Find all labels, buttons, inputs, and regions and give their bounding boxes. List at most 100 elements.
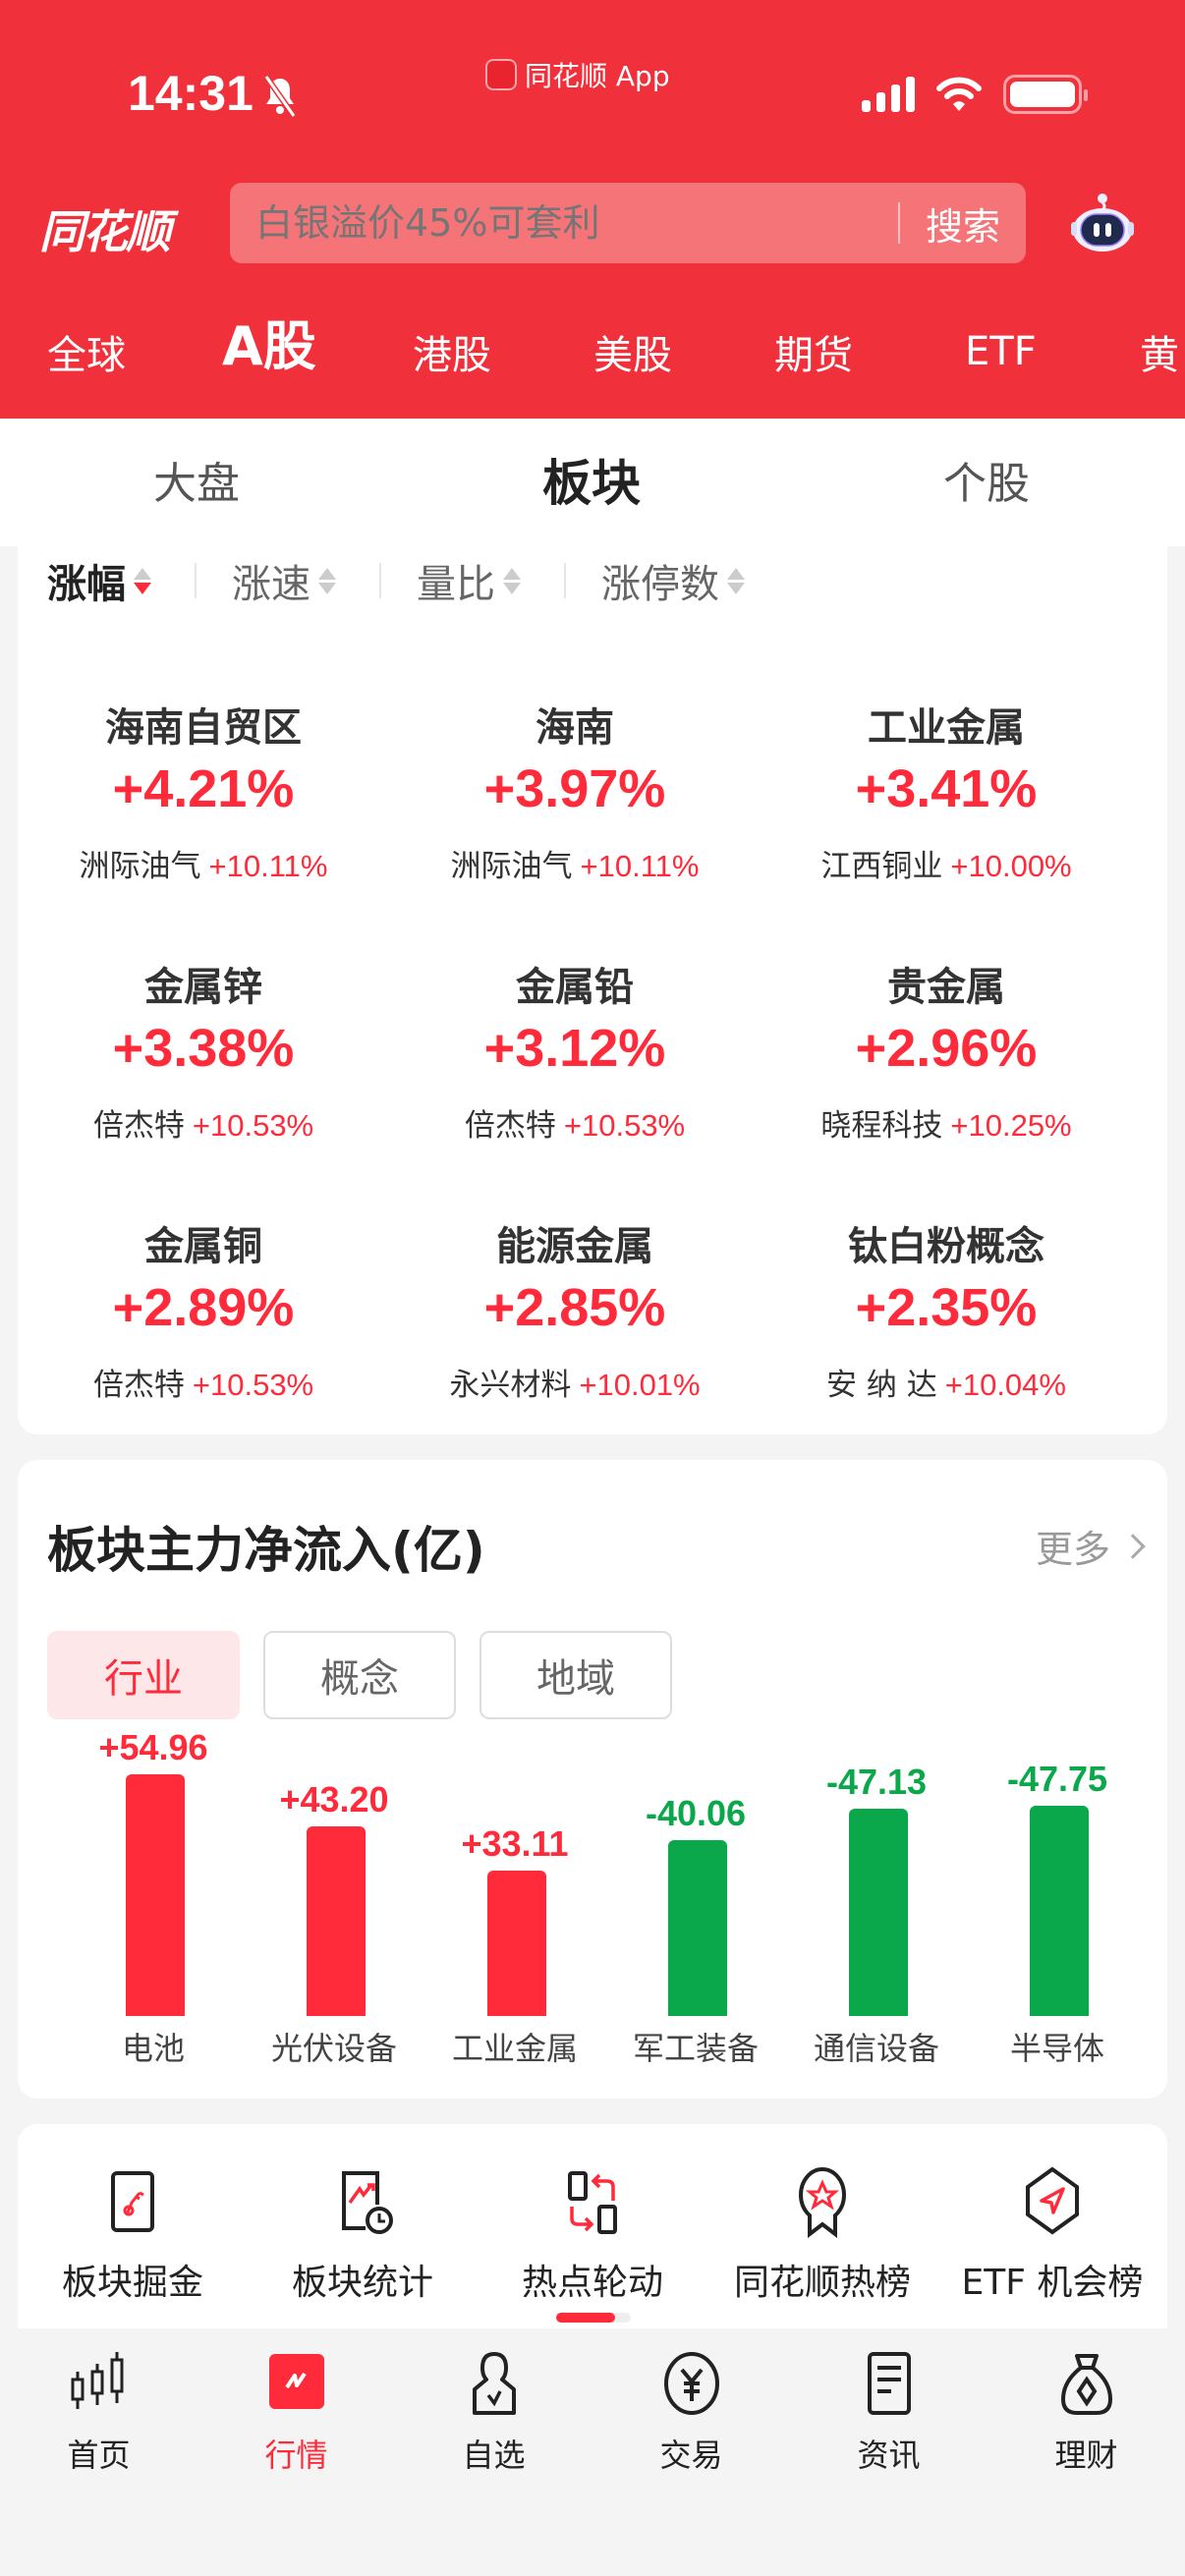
tab-market[interactable]: 行情 bbox=[198, 2328, 395, 2576]
flow-tab-region[interactable]: 地域 bbox=[480, 1631, 672, 1719]
app-header: 14:31 同花顺 App 同花顺 搜索 bbox=[0, 0, 1185, 419]
market-chart-icon bbox=[268, 2354, 324, 2409]
back-to-app[interactable]: 同花顺 App bbox=[485, 55, 670, 94]
sector-item[interactable]: 工业金属 +3.41% 江西铜业 +10.00% bbox=[761, 684, 1132, 943]
bar-column[interactable]: +43.20 光伏设备 bbox=[246, 1735, 423, 2099]
bar-category-label: 军工装备 bbox=[632, 2030, 759, 2067]
search-input[interactable] bbox=[230, 201, 898, 245]
sector-item[interactable]: 贵金属 +2.96% 晓程科技 +10.25% bbox=[761, 943, 1132, 1203]
sector-item[interactable]: 能源金属 +2.85% 永兴材料 +10.01% bbox=[389, 1203, 761, 1462]
sector-leader: 晓程科技 +10.25% bbox=[820, 1108, 1072, 1144]
sort-icon bbox=[318, 567, 336, 594]
sector-item[interactable]: 海南自贸区 +4.21% 洲际油气 +10.11% bbox=[18, 684, 389, 943]
bar bbox=[487, 1871, 546, 2016]
sector-leader: 倍杰特 +10.53% bbox=[464, 1108, 686, 1144]
flow-tab-concept[interactable]: 概念 bbox=[263, 1631, 456, 1719]
sector-leader: 倍杰特 +10.53% bbox=[92, 1108, 314, 1144]
sector-leader: 江西铜业 +10.00% bbox=[820, 849, 1072, 884]
sector-name: 工业金属 bbox=[868, 705, 1025, 751]
market-tab-us[interactable]: 美股 bbox=[593, 333, 672, 378]
sort-by-limit-up-count[interactable]: 涨停数 bbox=[601, 552, 745, 609]
market-tab-hk[interactable]: 港股 bbox=[413, 333, 491, 378]
sector-name: 金属铜 bbox=[144, 1224, 262, 1269]
divider bbox=[379, 563, 381, 598]
fund-flow-title: 板块主力净流入(亿) bbox=[47, 1522, 485, 1579]
tab-news[interactable]: 资讯 bbox=[790, 2328, 988, 2576]
search-bar[interactable]: 搜索 bbox=[230, 183, 1026, 263]
tools-row: 板块掘金 板块统计 热点轮动 bbox=[18, 2163, 1167, 2305]
chevron-right-icon bbox=[1120, 1533, 1146, 1559]
tab-wealth[interactable]: 理财 bbox=[988, 2328, 1185, 2576]
bar-column[interactable]: -47.75 半导体 bbox=[969, 1735, 1146, 2099]
sector-leader: 洲际油气 +10.11% bbox=[450, 849, 700, 884]
sort-by-speed[interactable]: 涨速 bbox=[232, 552, 336, 609]
sector-grid: 海南自贸区 +4.21% 洲际油气 +10.11% 海南 +3.97% 洲际油气 +… bbox=[18, 684, 1167, 1462]
yuan-coin-icon bbox=[663, 2352, 719, 2415]
search-button[interactable]: 搜索 bbox=[925, 204, 1000, 249]
candlestick-home-icon bbox=[71, 2352, 123, 2409]
sector-change: +2.96% bbox=[855, 1019, 1038, 1078]
sector-item[interactable]: 金属铜 +2.89% 倍杰特 +10.53% bbox=[18, 1203, 389, 1462]
sector-stats-icon bbox=[342, 2171, 393, 2234]
market-tab-global[interactable]: 全球 bbox=[47, 333, 126, 378]
more-link[interactable]: 更多 bbox=[1036, 1519, 1146, 1573]
sub-tab-stocks[interactable]: 个股 bbox=[943, 459, 1030, 509]
wifi-icon bbox=[936, 77, 982, 111]
market-tab-a-share[interactable]: A股 bbox=[222, 315, 316, 377]
app-label: 同花顺 App bbox=[525, 60, 670, 92]
flow-tab-industry[interactable]: 行业 bbox=[47, 1631, 240, 1719]
market-tab-futures[interactable]: 期货 bbox=[774, 333, 853, 378]
search-divider bbox=[897, 202, 900, 244]
tool-sector-gold[interactable]: 板块掘金 bbox=[18, 2163, 248, 2305]
bar bbox=[126, 1774, 185, 2016]
market-tab-etf[interactable]: ETF bbox=[965, 329, 1037, 374]
tool-hot-rotation[interactable]: 热点轮动 bbox=[478, 2163, 707, 2305]
sector-item[interactable]: 海南 +3.97% 洲际油气 +10.11% bbox=[389, 684, 761, 943]
sub-tab-sectors[interactable]: 板块 bbox=[542, 455, 641, 512]
sort-by-volume-ratio[interactable]: 量比 bbox=[417, 552, 521, 609]
bar-category-label: 电池 bbox=[121, 2030, 185, 2067]
ai-assistant-robot-icon[interactable] bbox=[1067, 193, 1138, 253]
sub-tab-market[interactable]: 大盘 bbox=[153, 459, 240, 509]
cellular-signal-icon bbox=[862, 77, 915, 112]
bar-column[interactable]: +54.96 电池 bbox=[65, 1727, 242, 2099]
bar-column[interactable]: +33.11 工业金属 bbox=[426, 1735, 603, 2099]
sector-item[interactable]: 金属铅 +3.12% 倍杰特 +10.53% bbox=[389, 943, 761, 1203]
sort-icon bbox=[503, 567, 521, 594]
bar-column[interactable]: -40.06 军工装备 bbox=[607, 1735, 784, 2099]
sector-change: +2.85% bbox=[483, 1278, 666, 1337]
market-tab-gold[interactable]: 黄 bbox=[1140, 333, 1179, 378]
fund-flow-bar-chart: +54.96 电池 +43.20 光伏设备 +33.11 工业金属 -40.06 军工装备 -4… bbox=[18, 1727, 1167, 2099]
sort-desc-icon bbox=[134, 567, 151, 594]
fund-flow-tabs: 行业 概念 地域 bbox=[47, 1631, 672, 1719]
bar bbox=[307, 1826, 366, 2016]
hot-list-icon bbox=[799, 2167, 846, 2238]
sector-item[interactable]: 金属锌 +3.38% 倍杰特 +10.53% bbox=[18, 943, 389, 1203]
tool-hot-list[interactable]: 同花顺热榜 bbox=[707, 2163, 937, 2305]
bar-column[interactable]: -47.13 通信设备 bbox=[788, 1735, 965, 2099]
sector-name: 钛白粉概念 bbox=[848, 1224, 1044, 1269]
sort-by-gain[interactable]: 涨幅 bbox=[47, 552, 151, 609]
tab-trade[interactable]: 交易 bbox=[592, 2328, 790, 2576]
sector-gold-icon bbox=[111, 2171, 154, 2232]
silent-bell-icon bbox=[263, 75, 297, 118]
sector-leader: 安 纳 达 +10.04% bbox=[826, 1368, 1066, 1403]
app-icon bbox=[485, 59, 517, 90]
status-time: 14:31 bbox=[128, 66, 254, 121]
tab-watchlist[interactable]: 自选 bbox=[395, 2328, 592, 2576]
battery-icon bbox=[1003, 75, 1088, 114]
tab-home[interactable]: 首页 bbox=[0, 2328, 198, 2576]
tool-sector-stats[interactable]: 板块统计 bbox=[248, 2163, 478, 2305]
bar bbox=[668, 1840, 727, 2016]
bar-category-label: 通信设备 bbox=[813, 2030, 939, 2067]
bottom-tab-bar: 首页 行情 自选 交易 资讯 理财 bbox=[0, 2328, 1185, 2576]
bar bbox=[849, 1809, 908, 2016]
bar-value: +33.11 bbox=[461, 1823, 569, 1864]
sort-icon bbox=[727, 567, 745, 594]
sector-name: 海南 bbox=[536, 705, 614, 751]
bar-category-label: 半导体 bbox=[1009, 2030, 1104, 2067]
tool-etf-opportunity[interactable]: ETF 机会榜 bbox=[937, 2163, 1167, 2305]
sector-item[interactable]: 钛白粉概念 +2.35% 安 纳 达 +10.04% bbox=[761, 1203, 1132, 1462]
news-document-icon bbox=[867, 2352, 911, 2415]
sector-change: +3.41% bbox=[855, 759, 1038, 818]
